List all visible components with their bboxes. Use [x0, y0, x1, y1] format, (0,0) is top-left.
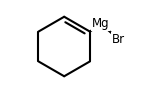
- Text: Mg: Mg: [92, 17, 109, 30]
- Text: Br: Br: [112, 33, 125, 46]
